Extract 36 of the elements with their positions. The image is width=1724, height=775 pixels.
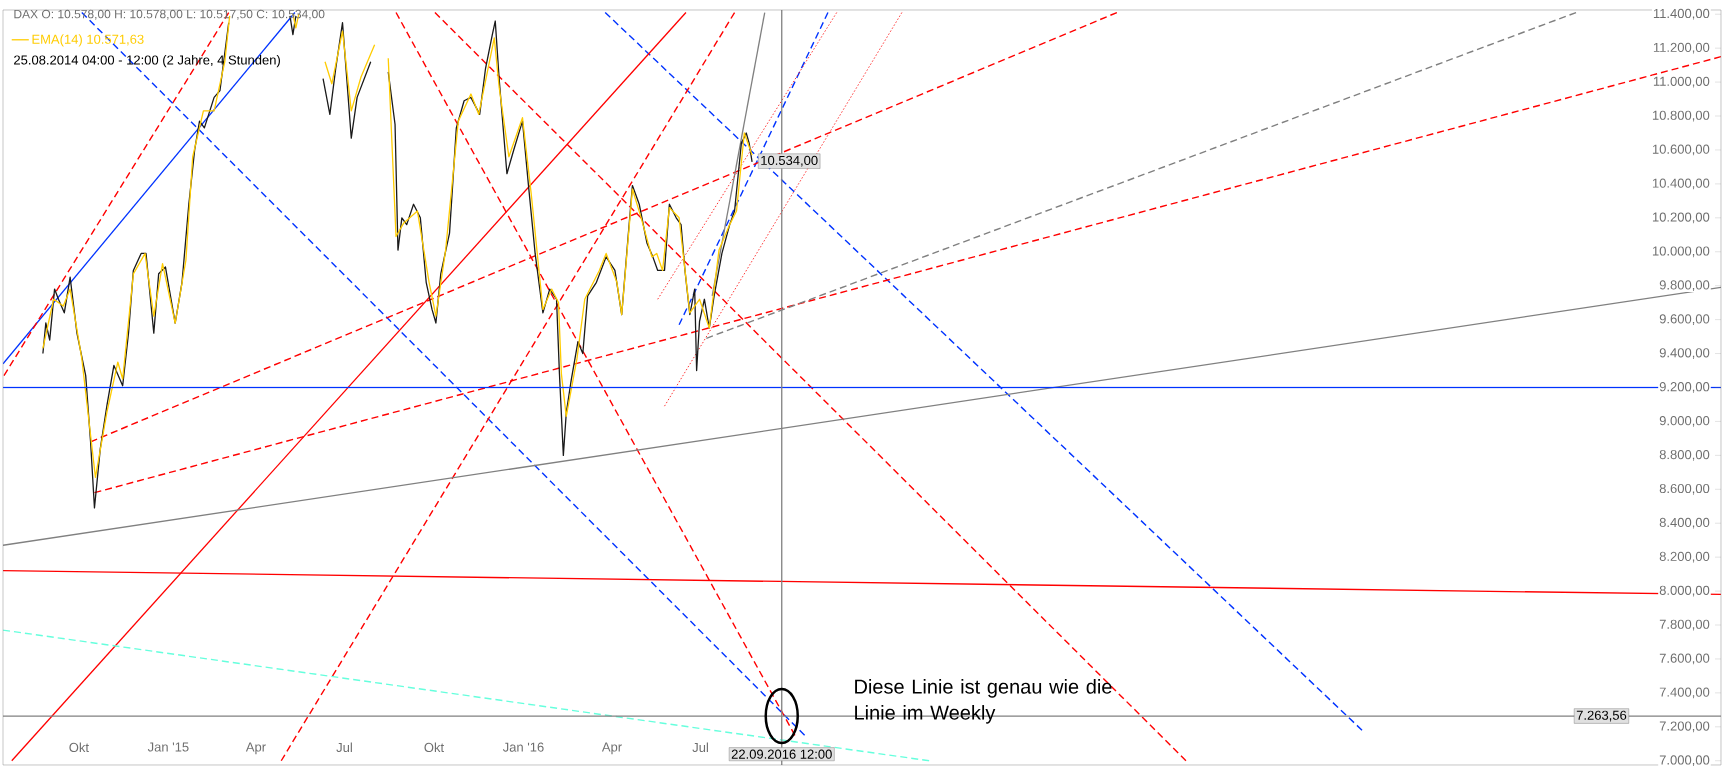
- y-tick-label: 9.000,00: [1659, 416, 1710, 427]
- y-tick-label: 7.000,00: [1659, 755, 1710, 767]
- ref-line-label: 22.09.2016 12:00: [731, 749, 832, 759]
- x-tick-label: Okt: [69, 742, 89, 753]
- y-tick-label: 11.000,00: [1653, 76, 1710, 88]
- x-tick-label: Jan '15: [147, 742, 189, 752]
- y-tick-label: 9.400,00: [1659, 348, 1710, 359]
- y-tick-label: 11.200,00: [1653, 42, 1710, 54]
- y-tick-label: 8.600,00: [1659, 483, 1710, 495]
- y-tick-label: 10.800,00: [1652, 110, 1710, 122]
- y-tick-label: 8.000,00: [1659, 585, 1710, 597]
- annotation: Diese Linie ist genau wie die Linie im Weekly: [855, 679, 1112, 724]
- x-tick-label: Jul: [692, 742, 708, 753]
- y-tick-label: 7.200,00: [1659, 721, 1710, 733]
- y-tick-label: 8.400,00: [1659, 517, 1710, 529]
- y-tick-label: 10.000,00: [1652, 246, 1710, 258]
- x-tick-label: Apr: [601, 742, 622, 755]
- y-tick-label: 9.800,00: [1659, 280, 1710, 292]
- y-tick-label: 7.800,00: [1659, 619, 1710, 631]
- y-tick-label: 8.800,00: [1659, 449, 1710, 461]
- x-tick-label: Jan '16: [502, 742, 544, 752]
- y-tick-label: 10.400,00: [1652, 178, 1710, 190]
- y-tick-label: 10.200,00: [1652, 212, 1710, 224]
- y-tick-label: 9.600,00: [1659, 314, 1710, 325]
- legend-label: EMA(14) 10.571,63: [32, 34, 144, 47]
- ref-line-label: 7.263,56: [1576, 710, 1627, 722]
- x-tick-label: Apr: [245, 742, 266, 755]
- y-tick-label: 7.400,00: [1659, 687, 1710, 699]
- y-tick-label: 11.400,00: [1653, 8, 1710, 20]
- x-tick-label: Jul: [336, 742, 352, 753]
- annotation: 10.534,00: [761, 155, 818, 167]
- x-tick-label: Okt: [424, 742, 444, 753]
- y-tick-label: 10.600,00: [1652, 144, 1710, 156]
- y-tick-label: 8.200,00: [1659, 551, 1710, 563]
- y-tick-label: 7.600,00: [1659, 653, 1710, 665]
- y-tick-label: 9.200,00: [1659, 382, 1710, 393]
